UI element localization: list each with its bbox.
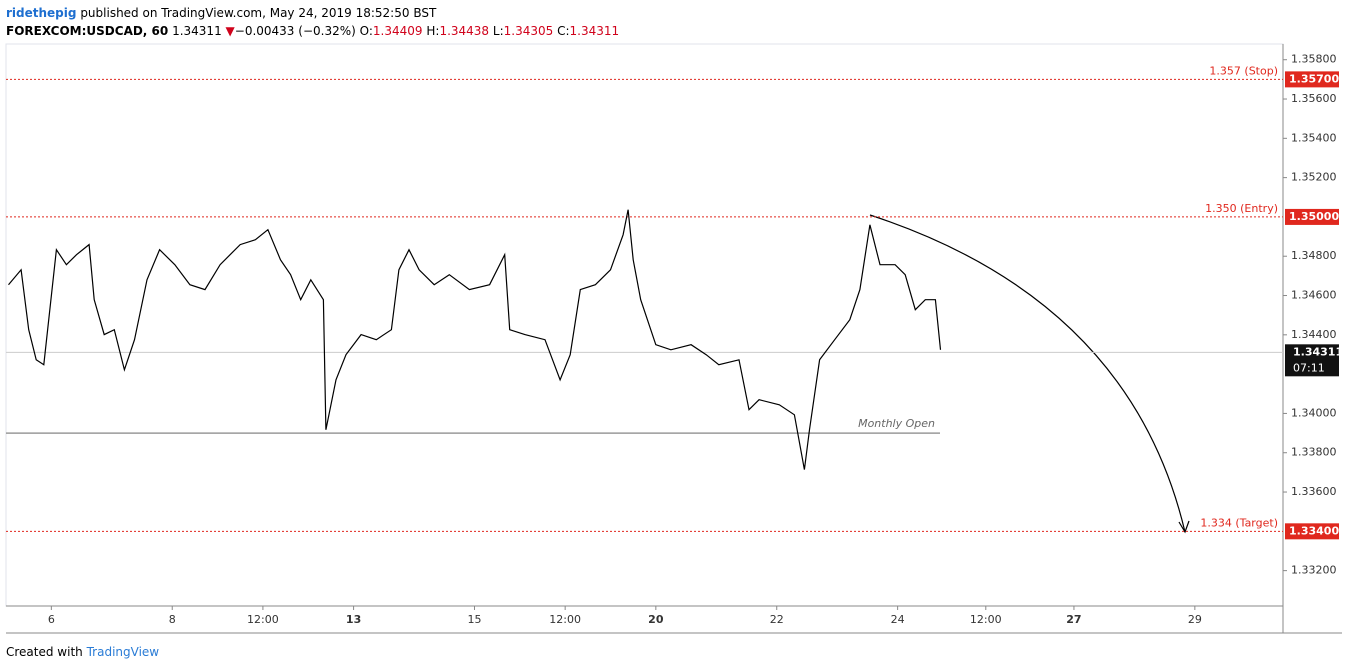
- y-tick-label: 1.34000: [1291, 406, 1337, 419]
- ohlc-key: C:: [557, 24, 570, 38]
- published: published on TradingView.com, May 24, 20…: [80, 6, 437, 20]
- created: Created with: [6, 645, 83, 659]
- level-label: 1.350 (Entry): [1205, 202, 1278, 215]
- level-tag-bg: [1285, 523, 1339, 540]
- level-tag: 1.33400: [1289, 524, 1339, 537]
- ohlc-value: 1.34305: [503, 24, 554, 38]
- x-tick-label: 8: [169, 613, 176, 626]
- header: ridethepig published on TradingView.com,…: [6, 4, 619, 40]
- x-tick-label: 12:00: [247, 613, 279, 626]
- ohlc-key: H:: [426, 24, 440, 38]
- y-tick-label: 1.34400: [1291, 328, 1337, 341]
- y-tick-label: 1.35600: [1291, 92, 1337, 105]
- level-tag-bg: [1285, 71, 1339, 88]
- brand: TradingView: [86, 645, 160, 659]
- ohlc: O:1.34409 H:1.34438 L:1.34305 C:1.34311: [360, 24, 620, 38]
- level-tag-bg: [1285, 208, 1339, 225]
- ohlc-key: L:: [492, 24, 504, 38]
- ohlc-value: 1.34438: [439, 24, 490, 38]
- x-tick-label: 20: [648, 613, 664, 626]
- y-tick-label: 1.33800: [1291, 446, 1337, 459]
- level-label: 1.357 (Stop): [1209, 64, 1278, 77]
- x-tick-label: 27: [1066, 613, 1081, 626]
- ohlc-value: 1.34409: [372, 24, 423, 38]
- publish-line: ridethepig published on TradingView.com,…: [6, 4, 619, 22]
- ohlc-key: O:: [359, 24, 373, 38]
- countdown: 07:11: [1293, 361, 1325, 374]
- y-tick-label: 1.35400: [1291, 131, 1337, 144]
- arrow-head: [1178, 520, 1190, 534]
- level-label: 1.334 (Target): [1200, 516, 1278, 529]
- y-tick-label: 1.34800: [1291, 249, 1337, 262]
- ohlc-value: 1.34311: [569, 24, 620, 38]
- price-line: [8, 209, 942, 470]
- symbol: FOREXCOM:USDCAD, 60: [6, 24, 169, 38]
- x-tick-label: 6: [48, 613, 55, 626]
- last: 1.34311: [172, 24, 222, 38]
- level-tag: 1.35700: [1289, 72, 1339, 85]
- footer: Created with TradingView: [6, 645, 159, 659]
- author: ridethepig: [6, 6, 77, 20]
- last-tag: 1.34311: [1293, 345, 1343, 358]
- direction: ▼: [225, 24, 235, 38]
- y-tick-label: 1.34600: [1291, 289, 1337, 302]
- x-tick-label: 12:00: [549, 613, 581, 626]
- x-tick-label: 15: [467, 613, 481, 626]
- change: −0.00433 (−0.32%): [234, 24, 356, 38]
- y-tick-label: 1.35200: [1291, 171, 1337, 184]
- y-tick-label: 1.35800: [1291, 53, 1337, 66]
- monthly-open-label: Monthly Open: [858, 417, 935, 430]
- plot-frame: [5, 43, 1284, 607]
- y-tick-label: 1.33200: [1291, 564, 1337, 577]
- projection-arrow: [869, 214, 1186, 533]
- x-tick-label: 29: [1188, 613, 1202, 626]
- x-tick-label: 12:00: [970, 613, 1002, 626]
- symbol-line: FOREXCOM:USDCAD, 60 1.34311 ▼−0.00433 (−…: [6, 22, 619, 40]
- x-tick-label: 24: [891, 613, 905, 626]
- y-tick-label: 1.33600: [1291, 485, 1337, 498]
- x-tick-label: 22: [770, 613, 784, 626]
- last-tag-bg: [1285, 344, 1339, 377]
- level-tag: 1.35000: [1289, 210, 1339, 223]
- x-tick-label: 13: [346, 613, 361, 626]
